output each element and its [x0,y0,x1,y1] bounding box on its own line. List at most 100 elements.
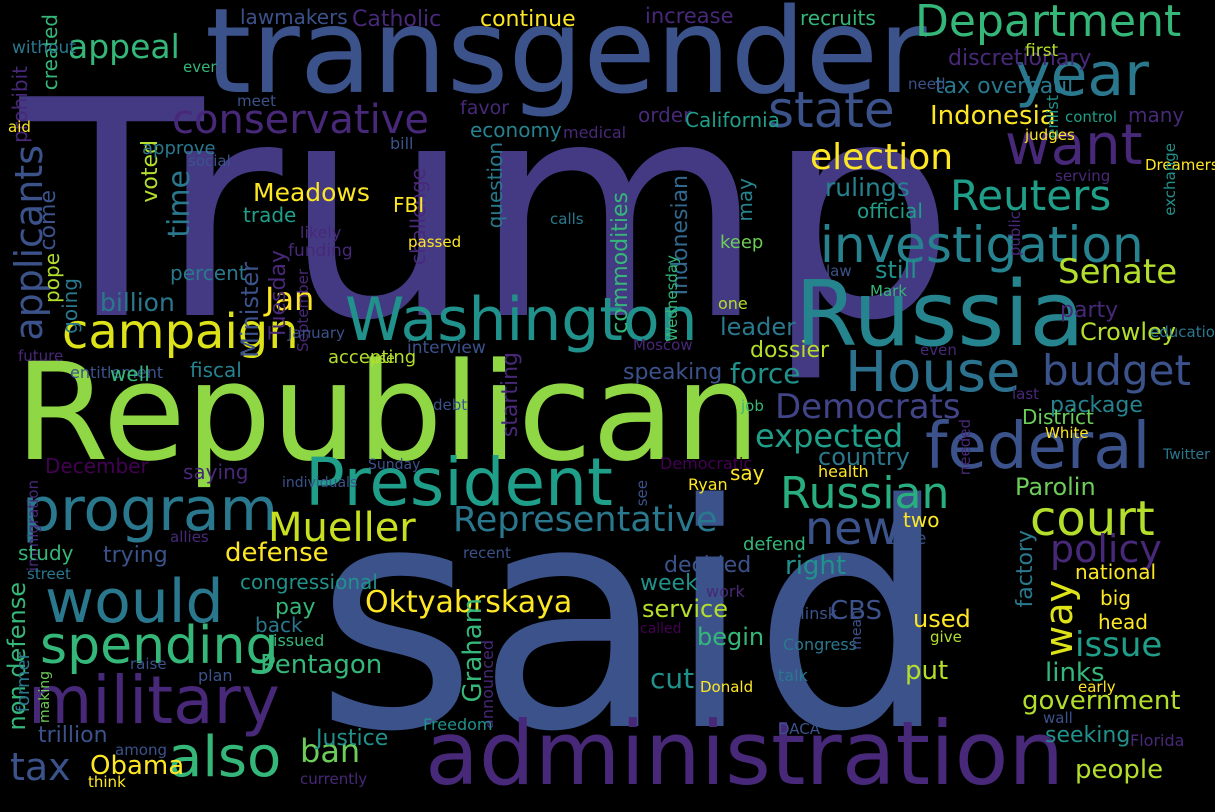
word-favor: favor [460,97,510,119]
word-sunday: Sunday [368,457,421,473]
word-donald: Donald [700,678,754,696]
word-trump: Trump [20,37,956,386]
word-funding: funding [288,241,353,261]
word-transgender: transgender [205,0,927,120]
word-debt: debt [433,396,468,414]
word-aid: aid [8,118,31,136]
word-trade: trade [243,203,297,227]
word-justice: Justice [316,726,389,751]
word-control: control [1065,108,1117,126]
word-indonesia: Indonesia [930,101,1056,131]
word-republican: Republican [15,334,761,491]
word-also: also [168,725,282,790]
word-plan: plan [198,666,233,685]
word-new: new [805,501,901,555]
word-policy: policy [1050,527,1162,571]
word-jan: Jan [265,280,315,318]
word-administration: administration [425,702,1065,805]
word-house: House [845,340,1021,405]
word-way: way [1037,580,1081,657]
word-education: education [1150,323,1215,341]
word-program: program [22,475,279,545]
word-likely: likely [300,223,342,242]
word-crowley: Crowley [1080,318,1177,346]
word-may: may [733,178,757,222]
word-used: used [913,605,971,633]
word-commodities: commodities [608,192,633,334]
word-ever: ever [183,58,217,76]
word-election: election [810,137,954,178]
word-calls: calls [550,210,584,228]
word-catholic: Catholic [352,7,442,32]
word-accepting: accepting [328,347,417,368]
word-trying: trying [103,543,168,568]
word-currently: currently [300,770,368,788]
word-pay: pay [275,595,316,620]
word-wednesday: Wednesday [663,255,681,342]
word-many: many [1128,103,1185,127]
word-discretionary: discretionary [948,46,1092,71]
word-judges: judges [1025,126,1075,144]
word-dreamers: Dreamers [1145,156,1215,174]
word-people: people [1075,755,1164,785]
word-think: think [88,773,126,791]
word-russia: Russia [795,262,1085,367]
word-obama: Obama [90,751,185,781]
word-russian: Russian [780,468,950,519]
word-recruits: recruits [800,6,876,30]
word-january: January [288,324,345,342]
word-tuesday: Tuesday [266,250,291,340]
word-future: future [18,347,64,365]
word-need: need [908,75,946,93]
word-work: work [706,582,745,601]
word-expected: expected [755,417,904,455]
word-big: big [1100,586,1131,610]
word-spending: spending [40,616,279,676]
word-say: say [730,461,765,485]
word-democrats: Democrats [775,387,961,427]
word-passed: passed [408,233,462,251]
word-needed: needed [956,419,974,476]
word-party: party [1060,298,1119,323]
word-see: see [633,480,651,507]
word-come: come [36,190,61,251]
word-freedom: Freedom [423,715,493,734]
word-conservative: conservative [172,97,429,143]
word-national: national [1075,560,1157,584]
word-billion: billion [100,288,175,317]
word-daca: DACA [778,720,821,738]
word-last: last [1012,385,1040,403]
word-social: social [188,152,231,170]
word-congress: Congress [783,635,857,654]
word-without: without [12,38,76,58]
word-fiscal: fiscal [190,358,242,382]
word-week: week [640,571,698,596]
word-december: December [45,454,149,478]
word-increase: increase [645,4,734,28]
word-year: year [1015,40,1149,110]
word-early: early [1078,678,1116,696]
word-economy: economy [470,118,562,142]
word-congressional: congressional [240,570,378,594]
word-called: called [640,621,682,637]
word-oktyabrskaya: Oktyabrskaya [365,585,573,620]
word-talk: talk [778,666,808,685]
word-public: public [1006,211,1024,257]
word-court: court [1030,491,1155,547]
word-interview: interview [407,338,486,358]
word-defense: defense [225,538,329,568]
word-appeal: appeal [68,27,180,66]
word-cut: cut [650,662,695,695]
word-former: former [13,652,34,713]
word-right: right [785,551,847,581]
word-dossier: dossier [750,338,830,363]
word-serving: serving [1055,167,1111,185]
word-begin: begin [697,623,765,651]
word-speaking: speaking [623,360,723,385]
word-keep: keep [720,232,764,253]
word-job: job [741,397,764,415]
word-state: state [768,81,895,139]
word-twitter: Twitter [1163,447,1210,463]
word-meet: meet [237,92,276,110]
word-one: one [718,294,748,313]
